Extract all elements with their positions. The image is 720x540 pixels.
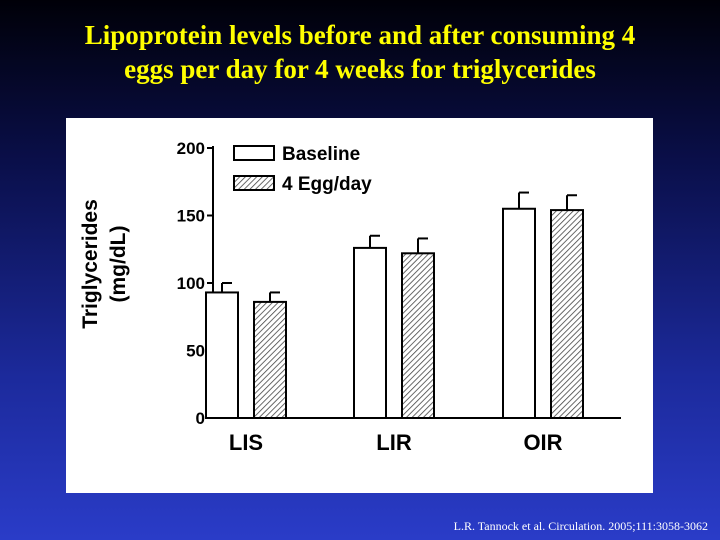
bar-egg-day: [253, 300, 287, 419]
legend-label: 4 Egg/day: [282, 174, 372, 195]
y-tick-label: 150: [177, 207, 205, 226]
x-tick-label: LIR: [376, 430, 412, 455]
bar-baseline: [353, 246, 387, 419]
y-tick-label: 200: [177, 139, 205, 158]
bar-egg-day: [401, 252, 435, 419]
slide-title-line-2: eggs per day for 4 weeks for triglycerid…: [124, 54, 596, 84]
citation: L.R. Tannock et al. Circulation. 2005;11…: [453, 519, 708, 533]
y-tick-label: 100: [177, 274, 205, 293]
legend-swatch: [233, 175, 275, 191]
slide-title-line-1: Lipoprotein levels before and after cons…: [84, 20, 636, 50]
legend-label: Baseline: [282, 144, 360, 165]
bar-baseline: [205, 291, 239, 419]
bar-egg-day: [550, 209, 584, 419]
y-axis-unit-label: (mg/dL): [107, 226, 130, 303]
triglycerides-bar-chart: 0 50 100 150 200 LIS LIR OIR Baseline 4 Egg/day…: [79, 139, 621, 455]
bar-baseline: [502, 207, 536, 419]
x-tick-label: LIS: [229, 430, 263, 455]
chart-panel: 0 50 100 150 200 LIS LIR OIR Baseline 4 Egg/day…: [66, 118, 653, 493]
slide-title: Lipoprotein levels before and after cons…: [0, 18, 720, 86]
y-axis-label: Triglycerides: [79, 199, 102, 329]
x-tick-label: OIR: [523, 430, 562, 455]
legend-swatch: [233, 145, 275, 161]
y-tick-label: 0: [196, 409, 205, 428]
y-tick-label: 50: [186, 342, 205, 361]
